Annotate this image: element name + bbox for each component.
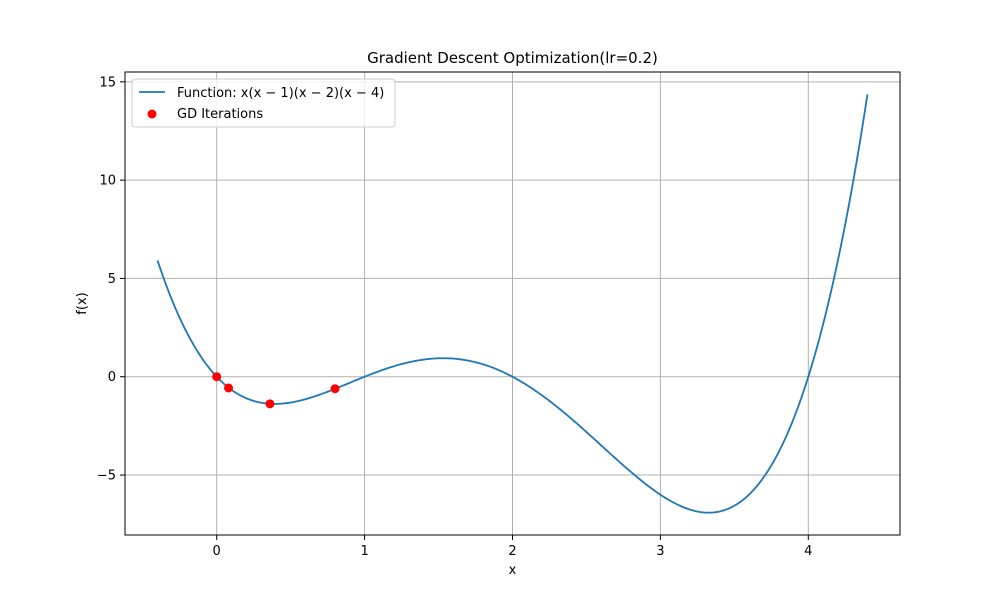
y-tick-label: 0: [108, 370, 116, 385]
x-tick-label: 1: [360, 544, 368, 559]
y-tick-label: 10: [99, 174, 116, 189]
grid: [125, 72, 900, 535]
x-axis-label: x: [509, 563, 517, 578]
legend-scatter-swatch: [147, 109, 157, 119]
x-tick-label: 2: [508, 544, 516, 559]
y-tick-label: 5: [108, 272, 116, 287]
legend-entry-function: Function: x(x − 1)(x − 2)(x − 4): [177, 86, 384, 101]
gd-iteration-point: [224, 383, 234, 393]
ticks: 0 1 2 3 4 −5 0 5 10 15: [97, 75, 813, 559]
x-tick-label: 4: [804, 544, 812, 559]
gd-iteration-point: [212, 372, 222, 382]
function-curve: [156, 94, 869, 514]
gd-iteration-point: [265, 399, 275, 409]
x-tick-label: 3: [656, 544, 664, 559]
y-axis-label: f(x): [75, 292, 90, 314]
x-tick-label: 0: [213, 544, 221, 559]
y-tick-label: 15: [99, 75, 116, 90]
gd-iteration-point: [330, 384, 340, 394]
legend-box: [131, 78, 396, 128]
legend: Function: x(x − 1)(x − 2)(x − 4) GD Iter…: [131, 78, 396, 128]
legend-entry-gd-iterations: GD Iterations: [177, 107, 263, 122]
y-tick-label: −5: [97, 469, 116, 484]
chart-title: Gradient Descent Optimization(lr=0.2): [367, 49, 658, 67]
plot-area: [156, 94, 869, 514]
